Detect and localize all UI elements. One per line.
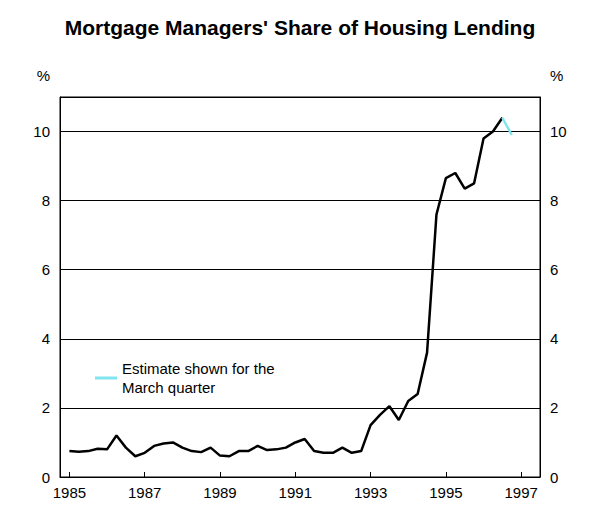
svg-text:2: 2	[42, 399, 50, 416]
svg-text:March quarter: March quarter	[122, 379, 215, 396]
svg-text:6: 6	[42, 261, 50, 278]
svg-text:1991: 1991	[279, 484, 312, 501]
svg-text:1997: 1997	[504, 484, 537, 501]
svg-text:%: %	[37, 67, 50, 84]
svg-text:4: 4	[550, 330, 558, 347]
svg-text:6: 6	[550, 261, 558, 278]
svg-text:Estimate shown for the: Estimate shown for the	[122, 360, 275, 377]
svg-text:0: 0	[42, 469, 50, 486]
svg-text:2: 2	[550, 399, 558, 416]
svg-text:Mortgage Managers' Share of Ho: Mortgage Managers' Share of Housing Lend…	[65, 16, 536, 39]
svg-text:1995: 1995	[429, 484, 462, 501]
svg-text:1987: 1987	[128, 484, 161, 501]
svg-text:10: 10	[550, 123, 567, 140]
svg-text:%: %	[550, 67, 563, 84]
svg-text:8: 8	[550, 192, 558, 209]
svg-text:1993: 1993	[354, 484, 387, 501]
svg-text:4: 4	[42, 330, 50, 347]
svg-text:1989: 1989	[203, 484, 236, 501]
svg-text:8: 8	[42, 192, 50, 209]
svg-text:0: 0	[550, 469, 558, 486]
svg-text:10: 10	[33, 123, 50, 140]
svg-text:1985: 1985	[53, 484, 86, 501]
